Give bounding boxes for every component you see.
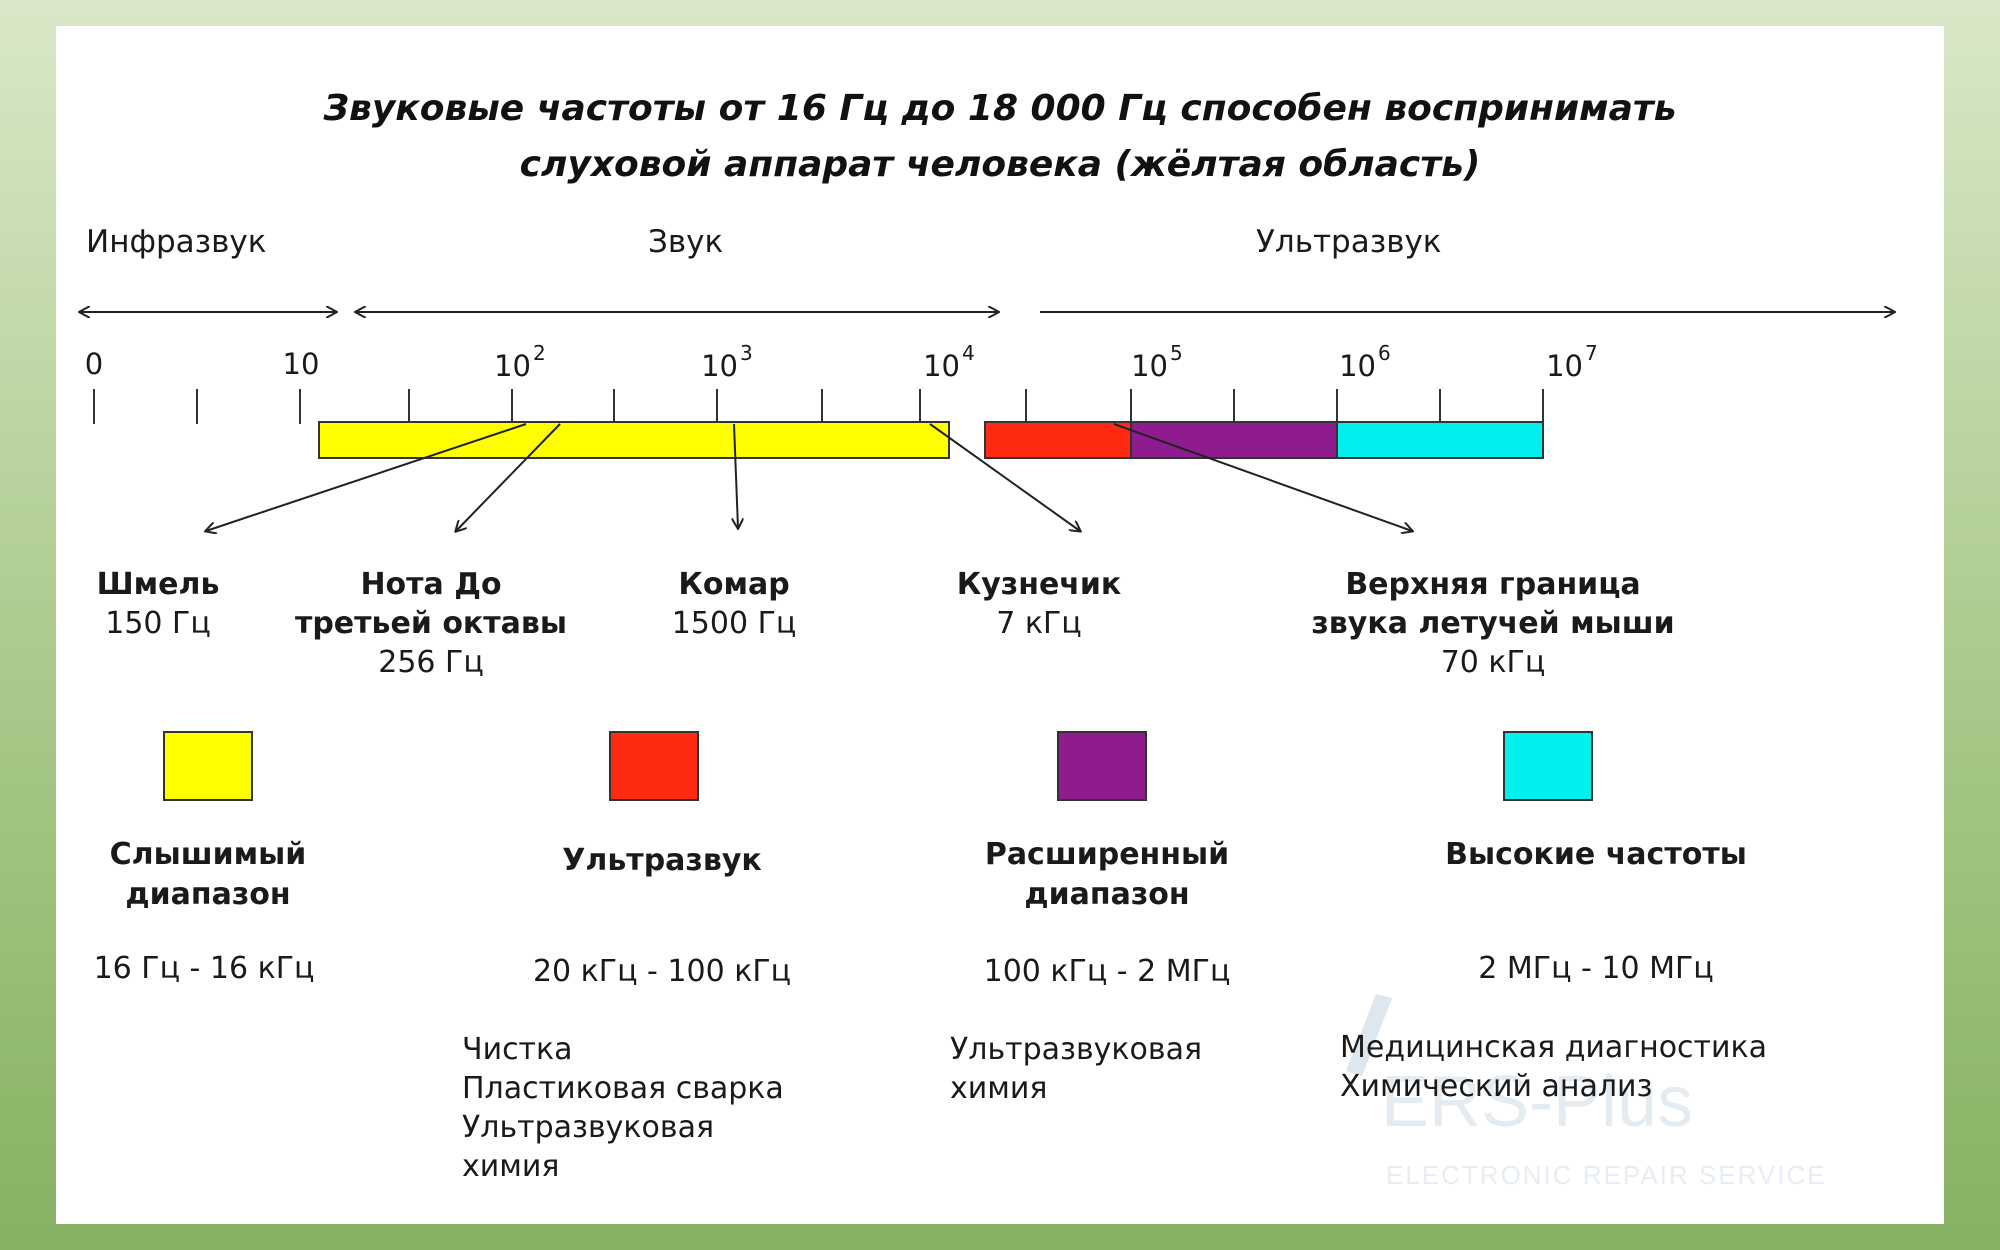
tick-label-1e4-exp: 4	[962, 341, 975, 365]
legend-ranges: 16 Гц - 16 кГц 20 кГц - 100 кГц 100 кГц …	[94, 951, 1714, 989]
examples: Шмель Нота До третьей октавы Комар Кузне…	[97, 567, 1675, 680]
scale-ticks	[93, 389, 1544, 458]
example-note-freq: 256 Гц	[378, 645, 484, 680]
region-label-ultrasound: Ультразвук	[1256, 224, 1442, 260]
example-bat-freq: 70 кГц	[1441, 645, 1546, 680]
frequency-bars	[318, 421, 1544, 459]
grasshopper-pointer-arrow	[929, 423, 1080, 531]
watermark-tagline: ELECTRONIC REPAIR SERVICE	[1386, 1160, 1827, 1190]
legend-extended-range: 100 кГц - 2 МГц	[984, 954, 1231, 989]
tick-label-1e4-base: 10	[923, 349, 960, 383]
extended-use-item: Ультразвуковая	[950, 1032, 1202, 1067]
tick-label-1e7-base: 10	[1546, 349, 1583, 383]
legend-audible-range: 16 Гц - 16 кГц	[94, 951, 315, 986]
tick-label-10: 10	[283, 347, 320, 381]
scale-labels: 0 10 10 2 10 3 10 4 10 5 10 6 10 7	[85, 341, 1598, 383]
pointer-arrows	[206, 423, 1412, 531]
title-line-2: слуховой аппарат человека (жёлтая област…	[520, 144, 1481, 185]
extended-use-item: химия	[950, 1071, 1047, 1106]
legend-ultrasound-range: 20 кГц - 100 кГц	[533, 954, 791, 989]
bat-pointer-arrow	[1113, 423, 1412, 531]
legend-audible-name-2: диапазон	[125, 877, 290, 912]
bumblebee-pointer-arrow	[206, 423, 527, 531]
example-mosquito-freq: 1500 Гц	[672, 606, 797, 641]
tick-label-1e3-base: 10	[701, 349, 738, 383]
legend-swatches	[163, 731, 1593, 801]
legend-names: Слышимый диапазон Ультразвук Расширенный…	[110, 837, 1747, 912]
example-grasshopper-freq: 7 кГц	[996, 606, 1081, 641]
legend-extended-name-2: диапазон	[1024, 877, 1189, 912]
tick-label-1e6-base: 10	[1339, 349, 1376, 383]
watermark-logo: ERS-Plus	[1381, 1062, 1693, 1142]
legend-high-name: Высокие частоты	[1445, 837, 1747, 872]
legend-ultrasound-name: Ультразвук	[562, 843, 762, 878]
example-note-name-1: Нота До	[360, 567, 501, 602]
high-use-item: Медицинская диагностика	[1340, 1030, 1767, 1065]
example-bat-name-2: звука летучей мыши	[1311, 606, 1674, 641]
title-line-1: Звуковые частоты от 16 Гц до 18 000 Гц с…	[322, 88, 1676, 129]
region-label-sound: Звук	[648, 224, 723, 260]
legend-high-range: 2 МГц - 10 МГц	[1478, 951, 1713, 986]
tick-label-1e5-base: 10	[1131, 349, 1168, 383]
extended-bar	[1131, 422, 1337, 458]
tick-label-1e7-exp: 7	[1585, 341, 1598, 365]
ultrasound-use-item: Ультразвуковая	[462, 1110, 714, 1145]
tick-label-1e2-exp: 2	[533, 341, 546, 365]
tick-label-1e5-exp: 5	[1170, 341, 1183, 365]
example-mosquito-name: Комар	[678, 567, 789, 602]
legend-extended-name-1: Расширенный	[985, 837, 1229, 872]
ultrasound-bar	[985, 422, 1131, 458]
tick-label-1e6-exp: 6	[1378, 341, 1391, 365]
ultrasound-use-item: Чистка	[462, 1032, 573, 1067]
frequency-diagram: ERS-Plus ELECTRONIC REPAIR SERVICE Звуко…	[56, 88, 1944, 1190]
region-labels: Инфразвук Звук Ультразвук	[86, 224, 1442, 260]
legend-audible-name-1: Слышимый	[110, 837, 307, 872]
tick-label-1e2-base: 10	[494, 349, 531, 383]
mosquito-pointer-arrow	[734, 423, 738, 528]
high-frequency-swatch	[1503, 731, 1593, 801]
tick-label-0: 0	[85, 347, 103, 381]
audible-bar	[318, 421, 950, 459]
ultrasound-use-item: Пластиковая сварка	[462, 1071, 784, 1106]
audible-swatch	[163, 731, 253, 801]
ultrasound-swatch	[609, 731, 699, 801]
watermark: ERS-Plus ELECTRONIC REPAIR SERVICE	[1346, 994, 1827, 1190]
example-grasshopper-name: Кузнечик	[957, 567, 1122, 602]
note-pointer-arrow	[456, 423, 561, 531]
example-bat-name-1: Верхняя граница	[1345, 567, 1640, 602]
diagram-card: ERS-Plus ELECTRONIC REPAIR SERVICE Звуко…	[56, 26, 1944, 1224]
ultrasound-use-item: химия	[462, 1149, 559, 1184]
page-title: Звуковые частоты от 16 Гц до 18 000 Гц с…	[322, 88, 1676, 185]
extended-swatch	[1057, 731, 1147, 801]
region-label-infrasound: Инфразвук	[86, 224, 266, 260]
example-bumblebee-freq: 150 Гц	[105, 606, 211, 641]
high-use-item: Химический анализ	[1340, 1069, 1653, 1104]
legend-uses: Чистка Пластиковая сварка Ультразвуковая…	[462, 1030, 1767, 1184]
tick-label-1e3-exp: 3	[740, 341, 753, 365]
example-note-name-2: третьей октавы	[295, 606, 567, 641]
watermark-logo-icon	[1346, 994, 1392, 1076]
example-bumblebee-name: Шмель	[97, 567, 220, 602]
high-frequency-bar	[1337, 422, 1543, 458]
